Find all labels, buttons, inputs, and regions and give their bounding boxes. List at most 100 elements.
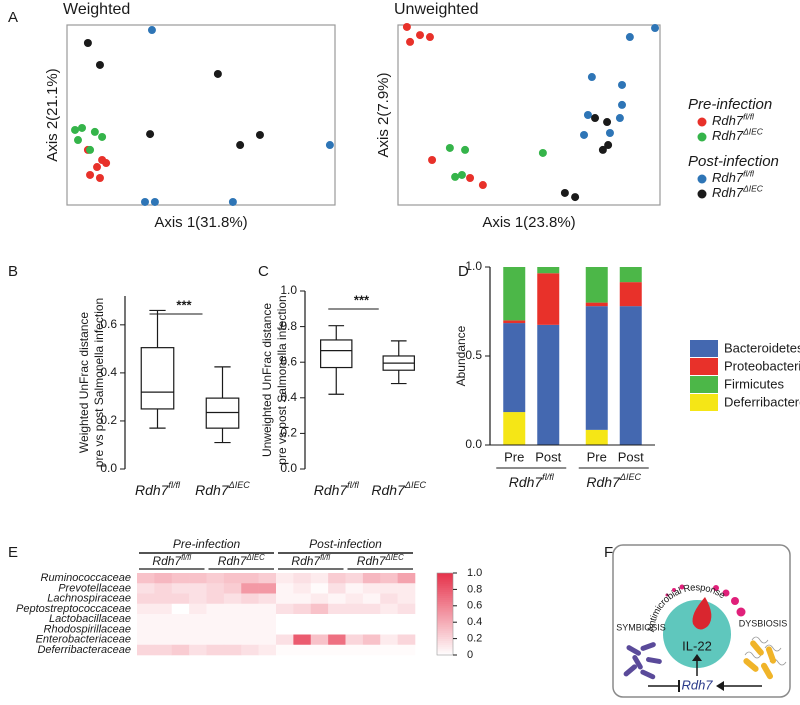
legend-group: Pre-infection [688,96,772,113]
data-point [538,148,547,157]
y-axis-label: pre vs post Salmonella infection [92,298,106,467]
response-dots [665,584,746,617]
colorbar-step [437,616,453,619]
heatmap-cell [154,644,173,656]
heatmap-cell [171,573,190,584]
symbiotic-bacteria [623,642,662,680]
colorbar-step [437,577,453,580]
heatmap-cell [380,573,398,584]
genotype-superscript: fl/fl [743,112,755,122]
plot-frame [66,24,336,206]
heatmap-cell [137,573,155,584]
data-point [451,172,460,181]
colorbar-step [437,591,453,594]
heatmap-cell [293,644,312,656]
heatmap-cell [223,624,242,635]
heatmap-cell [362,573,381,584]
heatmap-cell [380,614,398,625]
heatmap-cell [171,644,190,656]
heatmap-cell [241,573,259,584]
data-point [598,145,607,154]
data-point [428,156,437,164]
heatmap-cell [171,614,190,625]
legend-swatch [697,189,707,199]
genotype-name: Rdh7 [152,554,182,568]
genotype-label: Rdh7fl/fl [291,553,330,568]
colorbar-step [437,650,453,654]
droplet [692,597,712,630]
heatmap-cell [397,603,416,615]
column-group-label: Post-infection [309,537,382,551]
heatmap-cell [276,593,294,605]
colorbar-tick-label: 0.6 [467,600,482,612]
cytokine-label: IL-22 [682,638,712,653]
heatmap-cell [258,583,277,594]
colorbar-step [437,626,453,629]
y-axis-label: Weighted UnFrac distance [77,312,91,454]
heatmap-cell [328,624,346,635]
heatmap-cell [154,624,173,635]
box [320,339,353,369]
colorbar-step [437,599,453,603]
heatmap-cell [258,603,277,615]
genotype-superscript: ΔIEC [384,553,404,562]
heatmap-cell [328,573,346,584]
heatmap-cell [345,573,364,584]
data-point [416,31,425,40]
legend-swatch [690,376,718,393]
heatmap-cell [241,624,259,635]
heatmap-cell [241,614,259,625]
genotype-label: Rdh7ΔIEC [712,184,764,201]
heatmap-cell [310,634,329,646]
heatmap-cell [258,593,277,605]
heatmap-cell [154,634,173,646]
row-label: Lachnospiraceae [47,593,131,605]
data-point [587,73,596,82]
genotype-name: Rdh7 [357,554,387,568]
y-tick-label: 0.5 [465,348,482,362]
colorbar-step [437,614,453,617]
bar-segment [619,282,642,307]
bar-segment [503,267,526,321]
dysbiotic-bacteria [743,636,787,680]
data-point [213,69,222,78]
colorbar-step [437,630,453,633]
heatmap-cell [171,583,190,594]
y-axis-label: Axis 2(21.1%) [44,68,61,161]
heatmap-cell [223,593,242,605]
heatmap-cell [241,593,259,605]
data-point [615,114,624,123]
data-point [457,170,466,179]
heatmap-cell [206,634,225,646]
gene-label: Rdh7 [681,677,713,692]
column-group-label: Pre-infection [173,537,241,551]
colorbar-tick-label: 0.2 [467,633,482,645]
heatmap-cell [328,614,346,625]
heatmap-cell [345,634,364,646]
heatmap-cell [397,583,416,594]
y-tick-label: 0.0 [280,461,297,475]
heatmap-cell [310,583,329,594]
heatmap-cell [380,593,398,605]
heatmap-cell [293,573,312,584]
colorbar-step [437,583,453,586]
heatmap-cell [189,634,207,646]
heatmap-cell [154,573,173,584]
heatmap-cell [380,634,398,646]
heatmap-cell [206,614,225,625]
heatmap-cell [258,634,277,646]
data-point [150,197,159,206]
il22-cell [663,600,731,668]
data-point [560,188,569,197]
colorbar-step [437,593,453,596]
colorbar-step [437,587,453,590]
heatmap-cell [362,624,381,635]
heatmap-cell [345,583,364,594]
data-point [571,193,580,202]
legend-label: Bacteroidetes [724,340,800,355]
colorbar-step [437,601,453,605]
data-point [625,33,634,42]
heatmap-cell [276,634,294,646]
colorbar-step [437,652,453,656]
